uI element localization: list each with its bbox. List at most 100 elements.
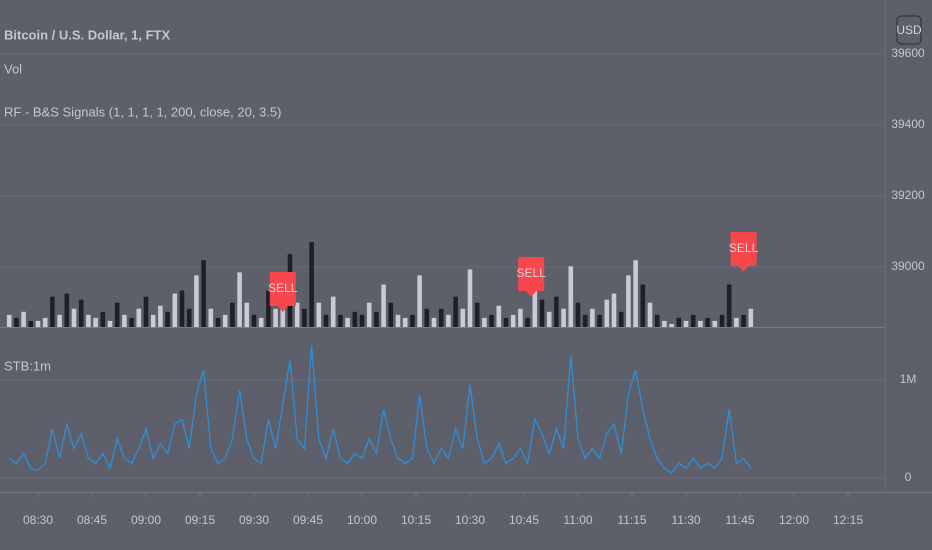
volume-bar: [496, 305, 502, 327]
x-tick-label: 09:45: [293, 513, 323, 527]
volume-bar: [374, 311, 379, 327]
volume-bar: [323, 314, 329, 327]
volume-bar: [294, 302, 300, 327]
volume-bar: [611, 293, 617, 327]
volume-bar: [575, 302, 581, 327]
x-tick-label: 10:15: [401, 513, 431, 527]
volume-bar: [618, 311, 624, 327]
volume-bar: [467, 269, 473, 327]
volume-bar: [590, 308, 595, 327]
x-tick-label: 11:45: [725, 513, 754, 527]
x-tick-label: 10:45: [509, 513, 539, 527]
x-tick-label: 09:15: [185, 513, 215, 527]
volume-bar: [395, 314, 401, 327]
volume-bar: [431, 317, 437, 327]
volume-bar: [532, 290, 538, 327]
x-tick-label: 08:30: [23, 513, 53, 527]
volume-bar: [172, 293, 178, 327]
signal-text: SELL: [268, 281, 298, 295]
volume-bar: [244, 302, 250, 327]
volume-bar: [179, 290, 185, 327]
volume-bar: [93, 317, 98, 327]
volume-bar: [525, 317, 530, 327]
volume-bar: [647, 302, 653, 327]
volume-bar: [705, 317, 710, 327]
volume-bar: [460, 308, 466, 327]
signal-text: SELL: [729, 241, 759, 255]
volume-bar: [136, 308, 142, 327]
volume-bar: [654, 314, 660, 327]
volume-bar: [129, 317, 134, 327]
volume-bar: [633, 260, 638, 327]
x-tick-label: 09:30: [239, 513, 269, 527]
currency-button[interactable]: [896, 15, 922, 45]
volume-bar: [539, 299, 545, 327]
indicator-legend: Vol: [4, 61, 22, 76]
volume-bar: [424, 308, 430, 327]
volume-bar: [669, 323, 674, 327]
volume-bar: [388, 302, 394, 327]
volume-bar: [503, 317, 509, 327]
volume-bar: [107, 320, 113, 327]
indicator-legend: RF - B&S Signals (1, 1, 1, 1, 200, close…: [4, 104, 281, 119]
volume-bar: [662, 320, 667, 327]
volume-bar: [489, 314, 494, 327]
y-tick-label: 1M: [900, 372, 917, 386]
volume-bar: [726, 284, 732, 327]
volume-bar: [676, 317, 682, 327]
volume-bar: [6, 314, 12, 327]
x-tick-label: 10:30: [455, 513, 485, 527]
volume-bar: [86, 314, 91, 327]
x-tick-label: 11:00: [563, 513, 592, 527]
signal-label: [518, 257, 545, 297]
volume-bar: [64, 293, 70, 327]
volume-bar: [251, 314, 257, 327]
volume-bar: [352, 311, 358, 327]
volume-bar: [338, 314, 343, 327]
volume-bar: [230, 302, 235, 327]
volume-bar: [597, 314, 602, 327]
volume-bar: [604, 299, 610, 327]
y-tick-label: 39200: [891, 188, 925, 202]
volume-bar: [14, 317, 19, 327]
volume-bar: [114, 302, 120, 327]
currency-label[interactable]: USD: [896, 23, 922, 37]
volume-bar: [698, 320, 703, 327]
volume-bar: [546, 311, 552, 327]
volume-bar: [150, 314, 156, 327]
signal-label: [269, 272, 296, 312]
volume-bar: [626, 275, 631, 327]
volume-bar: [273, 308, 278, 327]
x-tick-label: 12:15: [833, 513, 863, 527]
volume-bar: [158, 305, 163, 327]
volume-bar: [165, 311, 170, 327]
x-tick-label: 09:00: [131, 513, 161, 527]
volume-bar: [71, 308, 77, 327]
volume-bar: [302, 308, 307, 327]
y-tick-label: 0: [905, 470, 912, 484]
volume-bar: [215, 317, 221, 327]
volume-bar: [741, 314, 746, 327]
volume-bar: [201, 260, 206, 327]
volume-bar: [690, 314, 696, 327]
volume-bar: [78, 299, 84, 327]
volume-bar: [122, 314, 127, 327]
volume-bar: [366, 302, 372, 327]
volume-bar: [35, 320, 41, 327]
volume-bar: [453, 296, 458, 327]
signal-text: SELL: [517, 266, 547, 280]
signal-label: [730, 232, 757, 272]
y-tick-label: 39000: [891, 259, 925, 273]
volume-bar: [28, 320, 34, 327]
stb-line: [8, 345, 752, 474]
x-tick-label: 11:15: [617, 513, 646, 527]
volume-bar: [57, 314, 62, 327]
volume-bar: [381, 284, 386, 327]
volume-bar: [316, 302, 322, 327]
volume-bar: [510, 314, 516, 327]
volume-bar: [417, 275, 422, 327]
volume-bar: [42, 317, 48, 327]
volume-bar: [719, 314, 725, 327]
